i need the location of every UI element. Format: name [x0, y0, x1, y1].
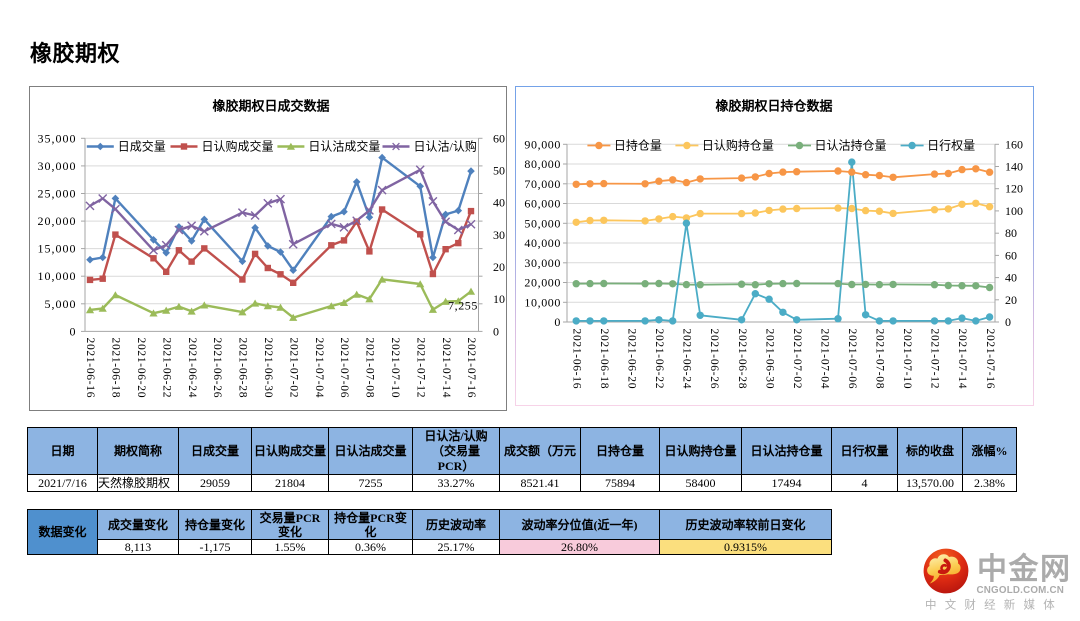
svg-text:20: 20	[1005, 293, 1017, 307]
svg-text:30,000: 30,000	[524, 256, 561, 270]
svg-text:40: 40	[1005, 271, 1017, 285]
svg-text:20,000: 20,000	[38, 214, 77, 228]
svg-text:日认沽持仓量: 日认沽持仓量	[815, 138, 887, 153]
svg-text:2021-06-24: 2021-06-24	[186, 338, 198, 399]
svg-text:15,000: 15,000	[38, 242, 77, 256]
svg-text:日行权量: 日行权量	[927, 139, 975, 153]
svg-text:2021-07-16: 2021-07-16	[465, 338, 477, 399]
svg-text:0: 0	[554, 315, 561, 329]
svg-text:2021-06-26: 2021-06-26	[708, 329, 720, 390]
svg-text:30: 30	[493, 228, 505, 242]
svg-text:7,255: 7,255	[448, 299, 478, 313]
svg-text:20: 20	[493, 260, 505, 274]
svg-text:2021-06-16: 2021-06-16	[570, 329, 582, 390]
svg-text:90,000: 90,000	[524, 137, 561, 151]
svg-text:2021-06-24: 2021-06-24	[681, 329, 693, 390]
svg-text:2021-06-30: 2021-06-30	[262, 338, 274, 399]
svg-text:日成交量: 日成交量	[118, 139, 166, 154]
svg-text:2021-07-04: 2021-07-04	[818, 329, 830, 390]
svg-text:80,000: 80,000	[524, 157, 561, 171]
svg-text:0: 0	[1005, 315, 1011, 329]
svg-text:日认购成交量: 日认购成交量	[202, 139, 274, 154]
svg-text:2021-07-14: 2021-07-14	[440, 338, 452, 399]
svg-text:10,000: 10,000	[38, 269, 77, 283]
svg-text:2021-06-22: 2021-06-22	[653, 329, 665, 390]
svg-text:2021-07-12: 2021-07-12	[929, 329, 941, 390]
svg-text:CNGOLD.COM.CN: CNGOLD.COM.CN	[977, 585, 1065, 596]
svg-text:10,000: 10,000	[524, 295, 561, 309]
svg-text:80: 80	[1005, 226, 1017, 240]
svg-text:日认购持仓量: 日认购持仓量	[702, 138, 774, 153]
svg-text:30,000: 30,000	[38, 159, 77, 173]
svg-text:2021-06-16: 2021-06-16	[84, 338, 96, 399]
svg-text:0: 0	[70, 324, 77, 338]
svg-text:2021-07-02: 2021-07-02	[791, 329, 803, 390]
svg-text:35,000: 35,000	[38, 131, 77, 145]
svg-text:2021-06-22: 2021-06-22	[160, 338, 172, 399]
svg-text:中文财经新媒体: 中文财经新媒体	[925, 598, 1063, 612]
svg-text:40,000: 40,000	[524, 236, 561, 250]
svg-text:2021-07-14: 2021-07-14	[956, 329, 968, 390]
svg-text:2021-07-10: 2021-07-10	[901, 329, 913, 390]
svg-text:0: 0	[493, 324, 499, 338]
svg-text:40: 40	[493, 196, 505, 210]
svg-text:橡胶期权日持仓数据: 橡胶期权日持仓数据	[715, 99, 832, 114]
svg-text:橡胶期权日成交数据: 橡胶期权日成交数据	[212, 99, 329, 114]
svg-text:日认沽成交量: 日认沽成交量	[308, 139, 380, 154]
svg-text:2021-06-28: 2021-06-28	[736, 329, 748, 390]
svg-text:5,000: 5,000	[45, 297, 77, 311]
svg-text:160: 160	[1005, 137, 1023, 151]
svg-text:140: 140	[1005, 160, 1023, 174]
svg-text:2021-07-12: 2021-07-12	[414, 338, 426, 399]
svg-text:2021-07-06: 2021-07-06	[338, 338, 350, 399]
svg-text:60,000: 60,000	[524, 197, 561, 211]
svg-text:2021-07-10: 2021-07-10	[389, 338, 401, 399]
svg-text:2021-06-20: 2021-06-20	[135, 338, 147, 399]
svg-text:60: 60	[493, 131, 505, 145]
svg-text:2021-07-08: 2021-07-08	[364, 338, 376, 399]
svg-text:2021-06-28: 2021-06-28	[237, 338, 249, 399]
svg-text:2021-07-16: 2021-07-16	[984, 329, 996, 390]
svg-text:50: 50	[493, 164, 505, 178]
svg-text:120: 120	[1005, 182, 1023, 196]
svg-text:2021-07-08: 2021-07-08	[874, 329, 886, 390]
svg-text:2021-07-06: 2021-07-06	[846, 329, 858, 390]
svg-text:2021-06-30: 2021-06-30	[763, 329, 775, 390]
svg-text:50,000: 50,000	[524, 216, 561, 230]
svg-text:2021-06-26: 2021-06-26	[211, 338, 223, 399]
svg-text:2021-06-20: 2021-06-20	[626, 329, 638, 390]
svg-text:2021-07-04: 2021-07-04	[313, 338, 325, 399]
svg-text:100: 100	[1005, 204, 1023, 218]
svg-text:2021-06-18: 2021-06-18	[110, 338, 122, 399]
svg-text:日持仓量: 日持仓量	[614, 138, 662, 153]
svg-text:70,000: 70,000	[524, 177, 561, 191]
svg-text:2021-06-18: 2021-06-18	[598, 329, 610, 390]
svg-text:60: 60	[1005, 248, 1017, 262]
svg-text:10: 10	[493, 292, 505, 306]
svg-text:25,000: 25,000	[38, 187, 77, 201]
svg-text:2021-07-02: 2021-07-02	[287, 338, 299, 399]
svg-text:20,000: 20,000	[524, 276, 561, 290]
svg-text:中金网: 中金网	[977, 552, 1072, 586]
svg-text:日认沽/认购: 日认沽/认购	[414, 139, 477, 154]
